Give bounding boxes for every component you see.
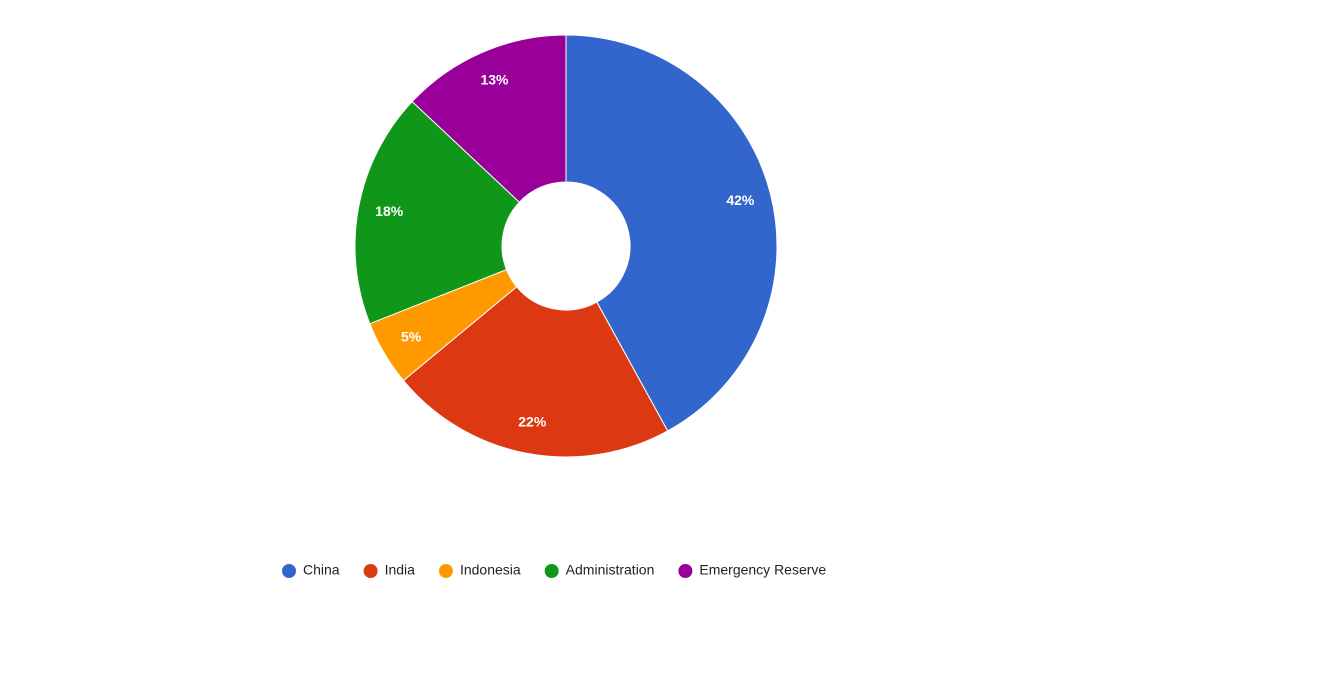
legend-marker — [282, 564, 296, 578]
slice-label: 18% — [375, 203, 404, 219]
slice-label: 42% — [726, 192, 755, 208]
slice — [565, 34, 778, 432]
slice-label: 13% — [480, 72, 509, 88]
slice — [402, 286, 669, 458]
legend-label: Indonesia — [460, 562, 521, 578]
legend-label: India — [385, 562, 416, 578]
legend-marker — [438, 564, 453, 578]
slice — [411, 34, 567, 203]
legend-label: Emergency Reserve — [699, 562, 826, 578]
slice-label: 22% — [518, 414, 547, 430]
legend-marker — [544, 564, 559, 578]
legend-marker — [678, 564, 693, 578]
slice — [354, 100, 521, 325]
legend-label: Administration — [566, 562, 655, 578]
slice-label: 5% — [401, 328, 422, 344]
legend-marker — [363, 564, 378, 578]
legend-label: China — [303, 562, 340, 578]
